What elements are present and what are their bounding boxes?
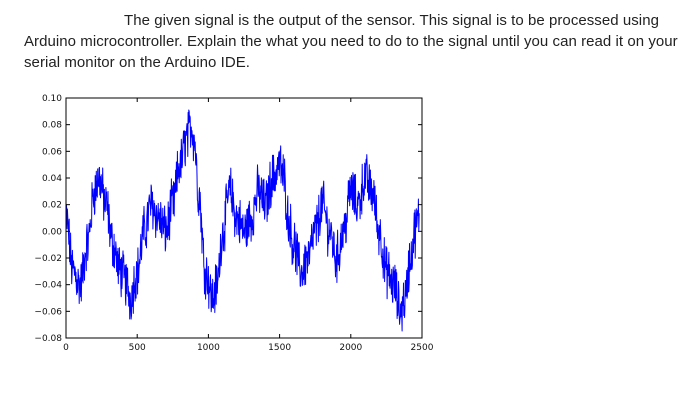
sensor-signal-chart: 0.10 0.08 0.06 0.04 0.02 0.00 −0.02 −0.04 −0.06 −… xyxy=(20,88,450,358)
x-tick-label: 1000 xyxy=(197,343,220,353)
y-tick-label: −0.08 xyxy=(34,334,62,344)
y-tick-label: 0.02 xyxy=(42,201,62,211)
y-tick-label: −0.02 xyxy=(34,254,62,264)
question-text-block: The given signal is the output of the se… xyxy=(24,10,684,73)
x-tick-label: 0 xyxy=(63,343,69,353)
tick-layer: 0.10 0.08 0.06 0.04 0.02 0.00 −0.02 −0.04 −0.06 −… xyxy=(34,94,433,353)
x-tick-label: 1500 xyxy=(268,343,291,353)
chart-svg: 0.10 0.08 0.06 0.04 0.02 0.00 −0.02 −0.04 −0.06 −… xyxy=(34,94,433,353)
x-tick-label: 500 xyxy=(129,343,146,353)
question-paragraph: The given signal is the output of the se… xyxy=(24,12,678,71)
y-tick-label: 0.10 xyxy=(42,94,62,104)
signal-series-line xyxy=(65,109,420,332)
x-tick-label: 2000 xyxy=(339,343,362,353)
y-tick-label: 0.06 xyxy=(42,147,62,157)
plot-frame xyxy=(65,97,423,339)
y-tick-label: 0.04 xyxy=(42,174,62,184)
y-tick-label: 0.00 xyxy=(42,227,62,237)
plot-layer xyxy=(65,109,420,332)
y-tick-label: 0.08 xyxy=(42,121,62,131)
x-tick-label: 2500 xyxy=(411,343,434,353)
y-tick-label: −0.06 xyxy=(34,307,62,317)
y-tick-label: −0.04 xyxy=(34,281,62,291)
